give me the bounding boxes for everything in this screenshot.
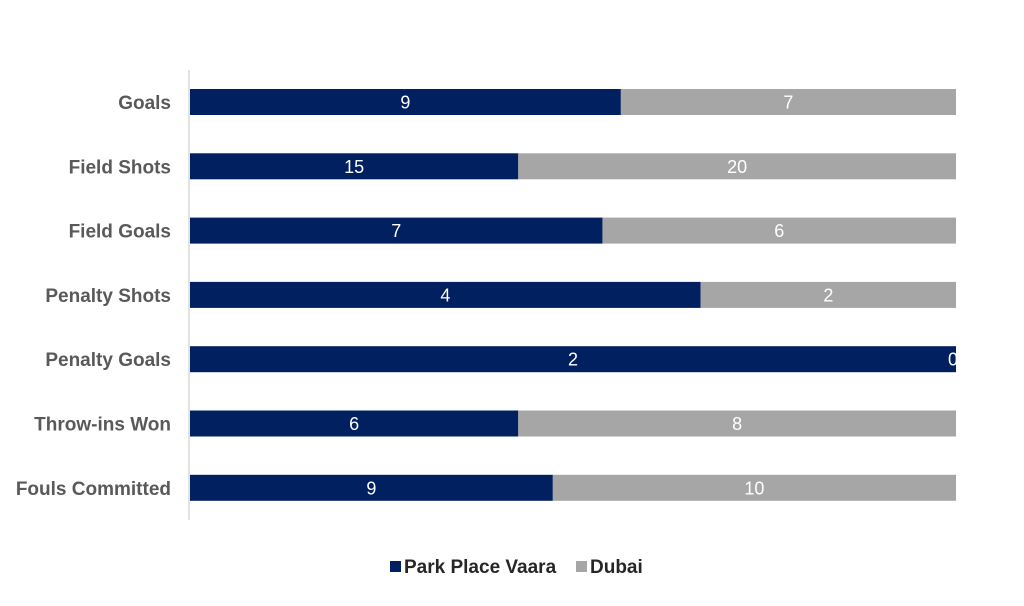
legend-swatch — [390, 561, 401, 572]
bar-segment-park-place-vaara — [190, 346, 956, 373]
bar-segment-dubai — [518, 410, 956, 437]
data-label: 2 — [568, 350, 578, 370]
legend-swatch — [576, 561, 587, 572]
legend-label: Park Place Vaara — [404, 557, 557, 578]
data-label: 0 — [948, 350, 958, 370]
bar-segment-dubai — [700, 281, 956, 308]
category-label: Field Shots — [69, 157, 171, 178]
category-label: Throw-ins Won — [34, 415, 171, 436]
category-label: Penalty Shots — [45, 286, 171, 307]
bar-segment-dubai — [620, 89, 956, 115]
data-label: 2 — [823, 285, 833, 305]
bar-segment-dubai — [518, 153, 956, 180]
category-label: Penalty Goals — [45, 350, 171, 371]
data-label: 4 — [440, 285, 450, 305]
bar-segment-park-place-vaara — [190, 410, 519, 437]
bar-segment-park-place-vaara — [190, 153, 519, 180]
data-label: 10 — [744, 478, 764, 498]
data-label: 7 — [391, 221, 401, 241]
category-label: Field Goals — [69, 222, 171, 243]
data-label: 9 — [366, 478, 376, 498]
bar-segment-dubai — [552, 474, 956, 501]
data-label: 8 — [732, 414, 742, 434]
legend-label: Dubai — [590, 557, 643, 578]
data-label: 9 — [400, 93, 410, 113]
data-label: 20 — [727, 157, 747, 177]
bar-segment-dubai — [602, 217, 956, 244]
category-label: Goals — [118, 93, 171, 114]
legend: Park Place Vaara Dubai — [390, 557, 643, 578]
bar-segment-park-place-vaara — [190, 281, 701, 308]
data-label: 7 — [783, 93, 793, 113]
category-label: Fouls Committed — [16, 479, 171, 500]
bar-segment-park-place-vaara — [190, 217, 603, 244]
data-label: 6 — [774, 221, 784, 241]
bar-segment-park-place-vaara — [190, 89, 621, 115]
data-label: 6 — [349, 414, 359, 434]
bar-segment-park-place-vaara — [190, 474, 553, 501]
data-label: 15 — [344, 157, 364, 177]
